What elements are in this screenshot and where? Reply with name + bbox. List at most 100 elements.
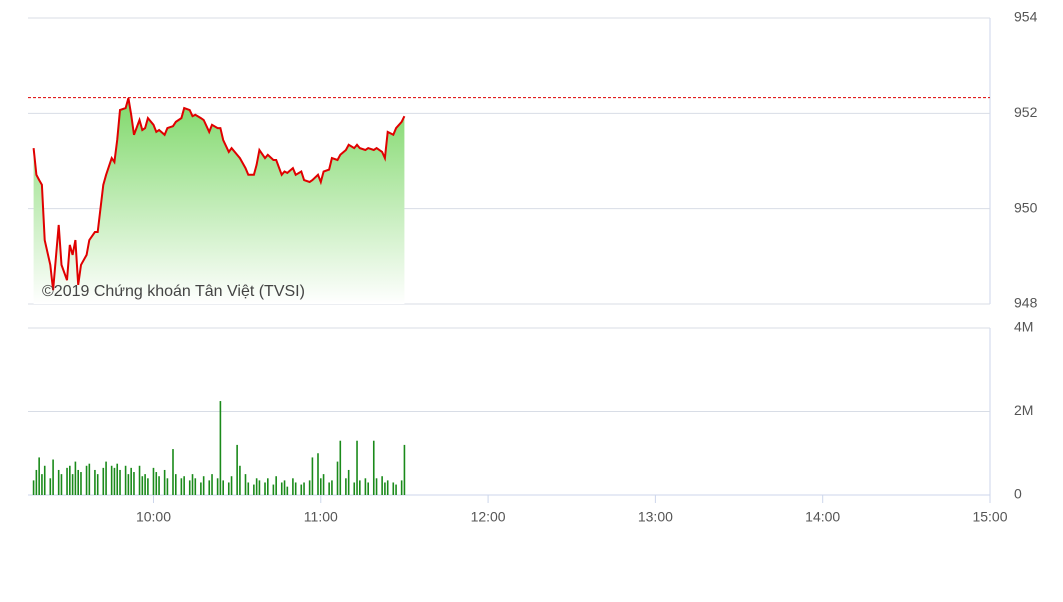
volume-bar	[66, 467, 68, 495]
x-tick-label: 11:00	[304, 509, 338, 525]
volume-bar	[88, 463, 91, 495]
volume-bar	[130, 467, 132, 495]
volume-bar	[300, 484, 303, 495]
volume-bar	[155, 472, 158, 495]
volume-bar	[94, 469, 96, 495]
volume-bar	[183, 476, 185, 495]
volume-bar	[38, 457, 40, 495]
volume-bar	[174, 474, 177, 495]
y-tick-label: 950	[1014, 199, 1038, 215]
x-tick-label: 14:00	[805, 509, 840, 525]
volume-bar	[319, 478, 322, 495]
volume-bar	[105, 461, 107, 495]
volume-bar	[392, 482, 395, 495]
volume-bar	[41, 474, 43, 495]
volume-bar	[163, 469, 166, 495]
volume-bar	[102, 467, 105, 495]
volume-bar	[264, 482, 266, 495]
x-tick-label: 15:00	[972, 509, 1007, 525]
volume-bar	[317, 453, 319, 495]
volume-bar	[364, 478, 367, 495]
volume-bar	[180, 478, 183, 495]
volume-bar	[35, 469, 38, 495]
y-tick-label: 954	[1014, 9, 1038, 25]
volume-bar	[347, 469, 350, 495]
volume-bar	[253, 484, 255, 495]
volume-bar	[230, 476, 233, 495]
x-tick-label: 12:00	[471, 509, 506, 525]
volume-bar	[85, 465, 88, 495]
volume-bar	[272, 484, 275, 495]
volume-bar	[386, 480, 389, 495]
volume-bar	[222, 480, 224, 495]
y-tick-label: 952	[1014, 104, 1038, 120]
volume-bar	[49, 478, 52, 495]
volume-bar	[152, 467, 155, 495]
price-line	[32, 97, 406, 291]
volume-bar	[127, 474, 130, 495]
volume-bar	[339, 440, 342, 495]
volume-bar	[188, 480, 191, 495]
volume-bar	[200, 482, 202, 495]
x-tick-label: 10:00	[136, 509, 171, 525]
volume-bar	[375, 478, 378, 495]
volume-bar	[395, 484, 397, 495]
volume-bar	[144, 474, 146, 495]
volume-bar	[77, 469, 79, 495]
volume-bar	[96, 474, 99, 495]
volume-bar	[43, 465, 46, 495]
y-tick-label: 2M	[1014, 402, 1033, 418]
volume-bar	[359, 480, 361, 495]
volume-bar	[292, 478, 294, 495]
y-tick-label: 0	[1014, 486, 1022, 502]
volume-bar	[172, 449, 174, 495]
volume-bar	[328, 482, 330, 495]
volume-bar	[133, 472, 135, 495]
volume-bar	[60, 474, 63, 495]
volume-bar	[119, 469, 121, 495]
volume-bar	[208, 480, 211, 495]
volume-bar	[138, 465, 141, 495]
volume-bar	[294, 482, 297, 495]
volume-bar	[345, 478, 347, 495]
volume-bar	[331, 480, 333, 495]
volume-bar	[71, 474, 74, 495]
volume-bar	[191, 474, 194, 495]
x-tick-label: 13:00	[638, 509, 673, 525]
volume-bar	[69, 465, 71, 495]
volume-bar	[158, 476, 160, 495]
volume-bar	[372, 440, 375, 495]
volume-bar	[32, 480, 35, 495]
volume-bar	[267, 478, 269, 495]
volume-bar	[400, 480, 403, 495]
volume-bar	[194, 478, 197, 495]
volume-bar	[110, 465, 113, 495]
volume-bar	[236, 444, 238, 495]
volume-bar	[239, 465, 241, 495]
volume-bar	[247, 482, 250, 495]
volume-bar	[303, 482, 305, 495]
volume-bar	[116, 463, 119, 495]
y-tick-label: 948	[1014, 295, 1038, 311]
volume-bar	[57, 469, 60, 495]
volume-bar	[141, 476, 144, 495]
volume-bar	[244, 474, 247, 495]
volume-bar	[356, 440, 358, 495]
volume-bar	[322, 474, 325, 495]
watermark: ©2019 Chứng khoán Tân Việt (TVSI)	[42, 283, 305, 300]
volume-bar	[147, 478, 149, 495]
volume-bar	[283, 480, 286, 495]
y-tick-label: 4M	[1014, 319, 1033, 335]
volume-bar	[258, 480, 261, 495]
volume-bar	[286, 486, 289, 495]
volume-bar	[308, 480, 311, 495]
volume-bar	[166, 478, 169, 495]
volume-bar	[227, 482, 230, 495]
volume-bar	[202, 476, 205, 495]
volume-bar	[336, 461, 339, 495]
volume-bar	[381, 476, 383, 495]
volume-bar	[219, 401, 222, 495]
volume-bar	[52, 459, 54, 495]
volume-bar	[384, 482, 386, 495]
